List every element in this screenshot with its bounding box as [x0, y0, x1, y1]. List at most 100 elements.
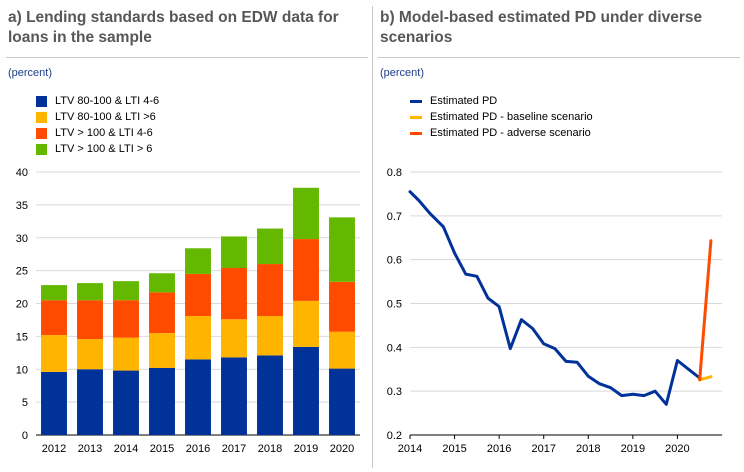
adverse-scenario-line — [698, 239, 713, 382]
x-tick-label: 2019 — [294, 443, 318, 455]
panel-b-title-rule — [378, 57, 740, 58]
line-chart: 0.2 0.3 0.4 0.5 0.6 0.7 0.8 2014 2015 2016 2017 201… — [387, 167, 722, 455]
legend-item-ltv-gt100-lti-gt6: LTV > 100 & LTI > 6 — [36, 141, 159, 157]
y-tick-label: 0.5 — [387, 299, 402, 311]
bar-segment — [149, 367, 175, 435]
bar-segment — [257, 355, 283, 435]
panel-b-unit-label: (percent) — [380, 67, 425, 79]
panel-b-legend: Estimated PD Estimated PD - baseline sce… — [410, 93, 593, 141]
y-tick-label: 0.3 — [387, 386, 402, 398]
bar-segment — [77, 369, 103, 435]
y-tick-label: 0.6 — [387, 255, 402, 267]
legend-label-adverse: Estimated PD - adverse scenario — [430, 127, 591, 139]
legend-line-estimated-pd — [410, 99, 422, 103]
bar-segment — [329, 217, 355, 282]
legend-item-ltv-gt100-lti-4-6: LTV > 100 & LTI 4-6 — [36, 125, 159, 141]
x-tick-label: 2016 — [186, 443, 210, 455]
x-tick-label: 2015 — [442, 443, 466, 455]
legend-label-ltv-80-100-lti-4-6: LTV 80-100 & LTI 4-6 — [55, 95, 160, 107]
y-tick-label: 0.2 — [387, 430, 402, 442]
y-tick-label: 35 — [16, 200, 28, 212]
bar-segment — [329, 281, 355, 332]
bar-segment — [185, 273, 211, 316]
bar-segment — [77, 283, 103, 301]
legend-line-adverse — [410, 131, 422, 135]
legend-swatch-ltv-gt100-lti-gt6 — [36, 143, 47, 155]
bar-segment — [293, 346, 319, 435]
baseline-scenario-line — [698, 375, 713, 382]
legend-line-baseline — [410, 115, 422, 119]
x-tick-label: 2014 — [398, 443, 422, 455]
bar-segment — [221, 267, 247, 320]
bar-segment — [41, 335, 67, 372]
x-tick-label: 2015 — [150, 443, 174, 455]
panel-a-unit-label: (percent) — [8, 67, 53, 79]
bar-segment — [185, 359, 211, 435]
x-tick-label: 2013 — [78, 443, 102, 455]
panel-b: b) Model-based estimated PD under divers… — [372, 0, 744, 472]
legend-label-ltv-gt100-lti-4-6: LTV > 100 & LTI 4-6 — [55, 127, 153, 139]
bar-segment — [221, 357, 247, 435]
y-tick-label: 0.8 — [387, 167, 402, 179]
x-tick-label: 2017 — [531, 443, 555, 455]
y-tick-label: 0.4 — [387, 342, 402, 354]
bar-segment — [293, 239, 319, 301]
y-tick-label: 25 — [16, 266, 28, 278]
bar-segment — [221, 319, 247, 358]
bar-segment — [149, 273, 175, 293]
bar-segment — [113, 300, 139, 338]
x-tick-label: 2018 — [576, 443, 600, 455]
panel-a: a) Lending standards based on EDW data f… — [6, 9, 368, 455]
panel-divider — [372, 6, 373, 468]
estimated-pd-line — [408, 190, 702, 406]
bar-segment — [329, 368, 355, 435]
x-tick-label: 2020 — [665, 443, 689, 455]
bar-segment — [257, 315, 283, 356]
legend-label-ltv-80-100-lti-gt6: LTV 80-100 & LTI >6 — [55, 111, 156, 123]
y-tick-label: 0 — [22, 430, 28, 442]
bar-segment — [41, 285, 67, 301]
bar-segment — [113, 337, 139, 371]
bar-segment — [113, 281, 139, 301]
legend-item-ltv-80-100-lti-gt6: LTV 80-100 & LTI >6 — [36, 109, 159, 125]
bar-segment — [185, 315, 211, 360]
legend-item-estimated-pd: Estimated PD — [410, 93, 593, 109]
legend-item-ltv-80-100-lti-4-6: LTV 80-100 & LTI 4-6 — [36, 93, 159, 109]
y-tick-label: 0.7 — [387, 211, 402, 223]
bar-segment — [149, 292, 175, 334]
bar-segment — [329, 331, 355, 369]
legend-swatch-ltv-80-100-lti-4-6 — [36, 95, 47, 107]
stacked-bar-chart: 0 5 10 15 20 25 30 35 40 2012 2013 2014 2015 2016 2017… — [16, 167, 360, 455]
y-tick-label: 15 — [16, 331, 28, 343]
legend-swatch-ltv-80-100-lti-gt6 — [36, 111, 47, 123]
panel-a-title-rule — [6, 57, 368, 58]
legend-label-baseline: Estimated PD - baseline scenario — [430, 111, 593, 123]
y-tick-label: 5 — [22, 397, 28, 409]
bar-segment — [113, 370, 139, 435]
y-tick-label: 10 — [16, 364, 28, 376]
bar-segment — [293, 300, 319, 347]
bar-segment — [149, 333, 175, 368]
x-tick-label: 2020 — [330, 443, 354, 455]
x-tick-label: 2012 — [42, 443, 66, 455]
legend-label-estimated-pd: Estimated PD — [430, 95, 498, 107]
bar-segment — [185, 248, 211, 274]
bar-segment — [293, 187, 319, 240]
bar-segment — [221, 236, 247, 268]
x-tick-label: 2018 — [258, 443, 282, 455]
panel-b-title: b) Model-based estimated PD under divers… — [380, 9, 703, 46]
legend-item-baseline: Estimated PD - baseline scenario — [410, 109, 593, 125]
bar-segment — [41, 371, 67, 435]
bar-segment — [257, 264, 283, 316]
x-tick-label: 2017 — [222, 443, 246, 455]
legend-item-adverse: Estimated PD - adverse scenario — [410, 125, 593, 141]
bar-segment — [41, 300, 67, 336]
panel-a-legend: LTV 80-100 & LTI 4-6 LTV 80-100 & LTI >6… — [36, 93, 159, 157]
panel-a-title: a) Lending standards based on EDW data f… — [8, 9, 339, 46]
bar-segment — [257, 228, 283, 265]
y-tick-label: 30 — [16, 233, 28, 245]
legend-label-ltv-gt100-lti-gt6: LTV > 100 & LTI > 6 — [55, 143, 153, 155]
legend-swatch-ltv-gt100-lti-4-6 — [36, 127, 47, 139]
x-tick-label: 2019 — [621, 443, 645, 455]
bar-segment — [77, 339, 103, 370]
